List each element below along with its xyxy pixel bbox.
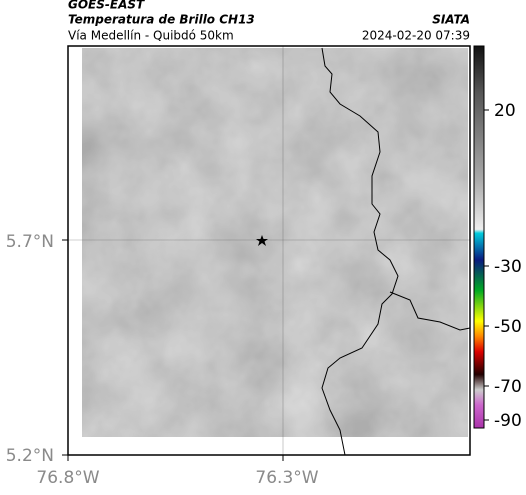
location: Vía Medellín - Quibdó 50km bbox=[68, 29, 234, 43]
subtitle: Temperatura de Brillo CH13 bbox=[68, 13, 255, 27]
colorbar-tick-label: -50 bbox=[494, 317, 522, 337]
cloud-imagery bbox=[82, 48, 468, 437]
colorbar bbox=[473, 45, 485, 429]
border-line bbox=[321, 47, 399, 456]
lon-label: 76.3°W bbox=[255, 468, 318, 488]
colorbar-tick-label: -30 bbox=[494, 257, 522, 277]
timestamp: 2024-02-20 07:39 bbox=[362, 29, 470, 43]
colorbar-tick-label: -90 bbox=[494, 411, 522, 431]
lat-label: 5.7°N bbox=[6, 232, 54, 252]
border-line bbox=[389, 291, 471, 331]
title: GOES-EAST bbox=[68, 0, 145, 12]
location-marker bbox=[256, 235, 268, 246]
lon-label: 76.8°W bbox=[36, 468, 99, 488]
source: SIATA bbox=[432, 13, 470, 27]
lat-label: 5.2°N bbox=[6, 446, 54, 466]
colorbar-tick-label: -70 bbox=[494, 377, 522, 397]
colorbar-tick-label: 20 bbox=[494, 101, 516, 121]
map-frame bbox=[67, 45, 471, 456]
